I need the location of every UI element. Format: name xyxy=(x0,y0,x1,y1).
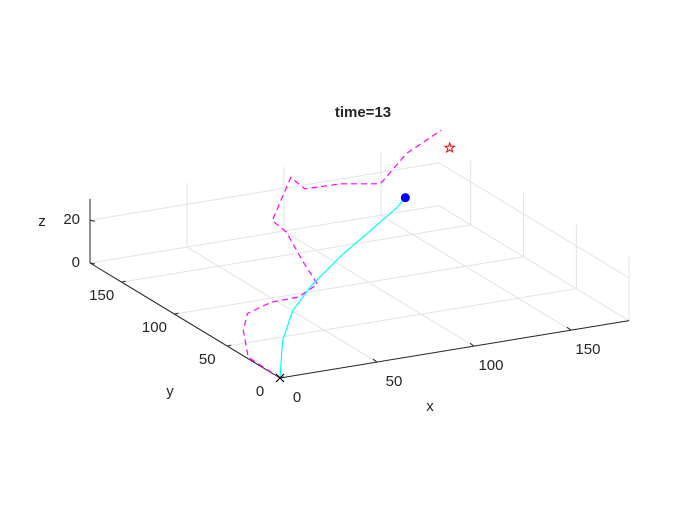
grid-line xyxy=(438,162,630,279)
y-tick xyxy=(121,280,126,283)
marker xyxy=(443,141,456,154)
y-tick xyxy=(174,312,179,315)
grid-line xyxy=(438,205,630,322)
x-tick xyxy=(469,342,475,347)
x-tick xyxy=(566,326,572,331)
grid-line xyxy=(380,214,572,331)
grid-line xyxy=(283,230,475,347)
z-tick-label: 0 xyxy=(72,254,80,271)
y-tick-label: 100 xyxy=(142,319,167,336)
y-tick-label: 0 xyxy=(256,383,264,400)
grid-line xyxy=(121,224,471,283)
x-tick-label: 50 xyxy=(386,373,403,390)
z-tick xyxy=(89,219,96,222)
grid-line xyxy=(89,205,440,264)
y-tick xyxy=(227,344,232,347)
grid-line xyxy=(174,256,524,315)
x-tick-label: 100 xyxy=(478,357,503,374)
z-tick xyxy=(89,262,96,265)
x-tick xyxy=(372,358,378,363)
z-axis-label: z xyxy=(38,213,46,230)
y-axis-label: y xyxy=(166,383,174,400)
grid-line xyxy=(89,162,440,221)
grid-line xyxy=(227,288,577,347)
marker xyxy=(400,193,410,203)
chart-title: time=13 xyxy=(335,104,391,121)
line xyxy=(279,197,406,379)
y-axis xyxy=(89,262,281,379)
marker xyxy=(275,373,285,383)
x-axis-label: x xyxy=(426,398,434,415)
x-tick-label: 0 xyxy=(293,389,301,406)
x-tick-label: 150 xyxy=(575,341,600,358)
y-tick-label: 150 xyxy=(89,287,114,304)
z-tick-label: 20 xyxy=(63,211,80,228)
y-tick-label: 50 xyxy=(199,351,216,368)
line xyxy=(242,129,442,379)
